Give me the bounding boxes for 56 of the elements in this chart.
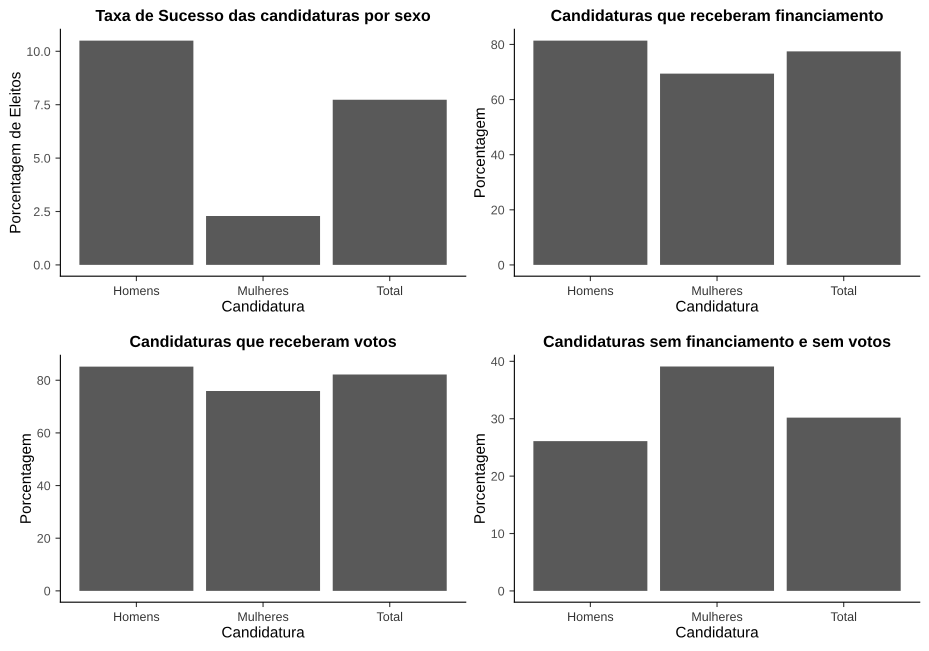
- bar: [660, 366, 774, 591]
- x-tick-label: Homens: [568, 286, 614, 296]
- y-tick-label: 0: [498, 260, 504, 270]
- x-axis-title: Candidatura: [676, 626, 759, 638]
- x-tick-label: Total: [830, 286, 856, 296]
- y-tick-label: 0.0: [34, 260, 50, 270]
- x-tick-label: Total: [376, 612, 402, 622]
- y-tick-label: 10: [492, 529, 504, 538]
- y-tick-label: 0: [498, 586, 504, 596]
- y-axis-title: Porcentagem de Eleitos: [9, 72, 24, 233]
- chart-title: Taxa de Sucesso das candidaturas por sexo: [96, 9, 430, 24]
- y-tick-label: 40: [491, 357, 504, 366]
- bar: [332, 374, 447, 591]
- y-tick-label: 5.0: [34, 154, 50, 163]
- x-axis-title: Candidatura: [222, 300, 305, 312]
- y-tick-label: 7.5: [34, 100, 50, 110]
- bar: [79, 366, 194, 591]
- x-tick-label: Mulheres: [238, 286, 288, 296]
- y-axis-title: Porcentagem: [474, 434, 488, 523]
- chart-title: Candidaturas que receberam votos: [130, 335, 396, 350]
- y-tick-label: 2.5: [34, 207, 50, 216]
- x-tick-label: Homens: [114, 286, 160, 296]
- y-tick-label: 60: [491, 95, 504, 104]
- y-tick-label: 20: [491, 472, 504, 481]
- bar: [79, 40, 194, 265]
- bar: [533, 40, 648, 265]
- x-tick-label: Mulheres: [692, 612, 742, 622]
- bar: [206, 391, 320, 591]
- bar: [332, 100, 447, 265]
- y-tick-label: 30: [491, 414, 504, 424]
- y-tick-label: 80: [37, 376, 50, 385]
- x-tick-label: Mulheres: [238, 612, 288, 622]
- bar: [786, 418, 901, 591]
- x-tick-label: Total: [376, 286, 402, 296]
- chart-title: Candidaturas que receberam financiamento: [551, 9, 883, 24]
- y-tick-label: 80: [491, 40, 504, 50]
- y-tick-label: 20: [37, 534, 50, 543]
- y-tick-label: 40: [37, 481, 50, 490]
- bar: [786, 51, 901, 265]
- x-tick-label: Mulheres: [692, 286, 742, 296]
- x-axis-title: Candidatura: [676, 300, 759, 312]
- x-tick-label: Homens: [114, 612, 160, 622]
- x-tick-label: Total: [830, 612, 856, 622]
- y-tick-label: 10.0: [27, 47, 50, 56]
- y-axis-title: Porcentagem: [20, 434, 34, 523]
- y-tick-label: 60: [37, 428, 50, 438]
- y-axis-title: Porcentagem: [474, 108, 488, 197]
- x-axis-title: Candidatura: [222, 626, 305, 638]
- bar: [206, 216, 320, 265]
- chart-title: Candidaturas sem financiamento e sem votos: [544, 335, 890, 348]
- y-tick-label: 0: [44, 586, 50, 596]
- y-tick-label: 40: [491, 150, 504, 160]
- y-tick-label: 20: [491, 206, 504, 214]
- bar: [660, 74, 774, 265]
- bar: [533, 441, 648, 591]
- x-tick-label: Homens: [568, 612, 614, 622]
